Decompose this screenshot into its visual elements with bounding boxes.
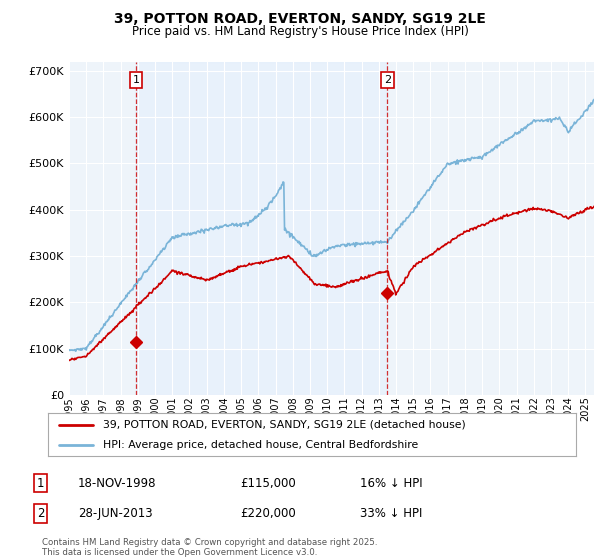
- Text: 1: 1: [37, 477, 44, 490]
- Text: 2: 2: [37, 507, 44, 520]
- Text: 1: 1: [133, 75, 140, 85]
- Text: Contains HM Land Registry data © Crown copyright and database right 2025.
This d: Contains HM Land Registry data © Crown c…: [42, 538, 377, 557]
- Text: 16% ↓ HPI: 16% ↓ HPI: [360, 477, 422, 490]
- Text: 39, POTTON ROAD, EVERTON, SANDY, SG19 2LE (detached house): 39, POTTON ROAD, EVERTON, SANDY, SG19 2L…: [103, 419, 466, 430]
- Text: Price paid vs. HM Land Registry's House Price Index (HPI): Price paid vs. HM Land Registry's House …: [131, 25, 469, 38]
- Text: £220,000: £220,000: [240, 507, 296, 520]
- Bar: [136, 62, 388, 395]
- Text: 39, POTTON ROAD, EVERTON, SANDY, SG19 2LE: 39, POTTON ROAD, EVERTON, SANDY, SG19 2L…: [114, 12, 486, 26]
- Text: 18-NOV-1998: 18-NOV-1998: [78, 477, 157, 490]
- Text: 28-JUN-2013: 28-JUN-2013: [78, 507, 152, 520]
- Text: 2: 2: [384, 75, 391, 85]
- Text: £115,000: £115,000: [240, 477, 296, 490]
- Text: HPI: Average price, detached house, Central Bedfordshire: HPI: Average price, detached house, Cent…: [103, 440, 419, 450]
- Text: 33% ↓ HPI: 33% ↓ HPI: [360, 507, 422, 520]
